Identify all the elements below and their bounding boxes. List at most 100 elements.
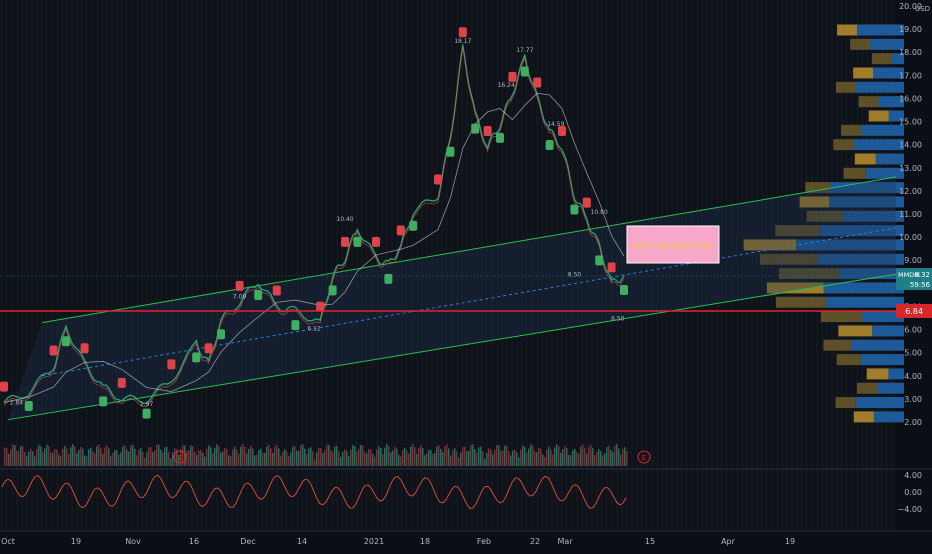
profile-bar-down <box>837 24 858 36</box>
volume-bar <box>198 450 200 466</box>
volume-bar <box>544 456 546 466</box>
volume-bar <box>562 449 564 466</box>
volume-bar <box>112 452 114 466</box>
volume-bar <box>336 446 338 466</box>
volume-bar <box>326 444 328 466</box>
profile-bar-down <box>850 38 871 50</box>
profile-bar-up <box>853 139 904 151</box>
profile-bar-down <box>868 110 889 122</box>
sell-signal-marker <box>582 197 591 208</box>
volume-bar <box>480 446 482 466</box>
volume-bar <box>548 446 550 466</box>
volume-bar <box>588 447 590 466</box>
volume-bar <box>564 446 566 466</box>
volume-bar <box>558 446 560 466</box>
volume-bar <box>122 446 124 466</box>
profile-bar-down <box>858 96 879 108</box>
volume-bar <box>212 453 214 466</box>
volume-bar <box>178 454 180 466</box>
volume-bar <box>266 446 268 466</box>
volume-bar <box>406 450 408 466</box>
volume-bar <box>148 446 150 466</box>
price-annotation: 17.77 <box>516 47 533 54</box>
indicator-axis: 4.00 0.00 −4.00 <box>897 471 922 514</box>
volume-bar <box>520 449 522 466</box>
sell-signal-marker <box>204 343 213 354</box>
volume-bar <box>482 451 484 466</box>
volume-bar <box>434 453 436 466</box>
price-line-bear <box>3 47 625 407</box>
volume-bar <box>398 454 400 466</box>
indicator-tick-label: 0.00 <box>904 488 922 497</box>
volume-bar <box>404 447 406 466</box>
price-tick-label: 4.00 <box>904 372 922 381</box>
volume-bar <box>438 445 440 466</box>
volume-bar <box>166 446 168 466</box>
volume-bar <box>170 458 172 466</box>
volume-bar <box>472 444 474 466</box>
volume-bar <box>568 454 570 466</box>
profile-bar-down <box>853 67 874 79</box>
event-marker-1[interactable] <box>173 450 187 464</box>
volume-bar <box>96 446 98 466</box>
volume-bar <box>288 455 290 466</box>
volume-bar <box>146 452 148 466</box>
time-tick-label: Mar <box>557 537 573 546</box>
volume-bar <box>182 444 184 466</box>
buy-signal-marker <box>595 255 604 266</box>
sell-signal-marker <box>483 125 492 136</box>
volume-bar <box>254 455 256 466</box>
volume-bar <box>328 444 330 466</box>
profile-bar-down <box>866 368 889 380</box>
profile-bar-up <box>877 382 904 394</box>
volume-bar <box>316 452 318 466</box>
time-tick-label: 22 <box>530 537 540 546</box>
price-annotation: 8.50 <box>568 271 582 278</box>
profile-bar-up <box>870 38 904 50</box>
volume-bar <box>32 451 34 466</box>
volume-bar <box>534 451 536 466</box>
volume-bar <box>238 453 240 466</box>
volume-bar <box>196 454 198 466</box>
price-tick-label: 18.00 <box>899 48 922 57</box>
price-annotation: 10.80 <box>591 209 608 216</box>
volume-bar <box>302 444 304 466</box>
volume-bar <box>490 449 492 466</box>
event-marker-2[interactable] <box>637 450 651 464</box>
volume-bar <box>102 453 104 466</box>
volume-bar <box>366 453 368 466</box>
buy-signal-marker <box>62 336 70 347</box>
volume-bar <box>622 448 624 466</box>
volume-bar <box>432 453 434 466</box>
volume-bar <box>320 448 322 466</box>
profile-bar-down <box>775 225 820 237</box>
volume-bar <box>608 445 610 466</box>
volume-bar <box>374 456 376 466</box>
volume-bar <box>292 446 294 466</box>
countdown-label: 59:56 <box>910 281 931 289</box>
sell-signal-marker <box>372 236 380 247</box>
sell-signal-marker <box>508 71 517 82</box>
volume-bar <box>372 453 374 466</box>
sell-signal-marker <box>80 343 89 354</box>
volume-bar <box>6 448 8 466</box>
volume-bar <box>190 445 192 466</box>
volume-bar <box>180 449 182 466</box>
volume-bar <box>26 456 28 466</box>
volume-bar <box>458 457 460 466</box>
squeeze-zone-box[interactable] <box>626 225 720 264</box>
profile-bar-down <box>820 311 863 323</box>
volume-bar <box>86 455 88 466</box>
volume-bar <box>358 449 360 466</box>
profile-bar-up <box>891 53 904 65</box>
price-annotation: 7.09 <box>233 293 247 300</box>
volume-bar <box>526 452 528 466</box>
volume-bar <box>220 452 222 466</box>
volume-bar <box>582 444 584 466</box>
volume-bar <box>70 447 72 466</box>
volume-bar <box>392 450 394 466</box>
volume-bar <box>82 448 84 466</box>
volume-bar <box>540 448 542 466</box>
